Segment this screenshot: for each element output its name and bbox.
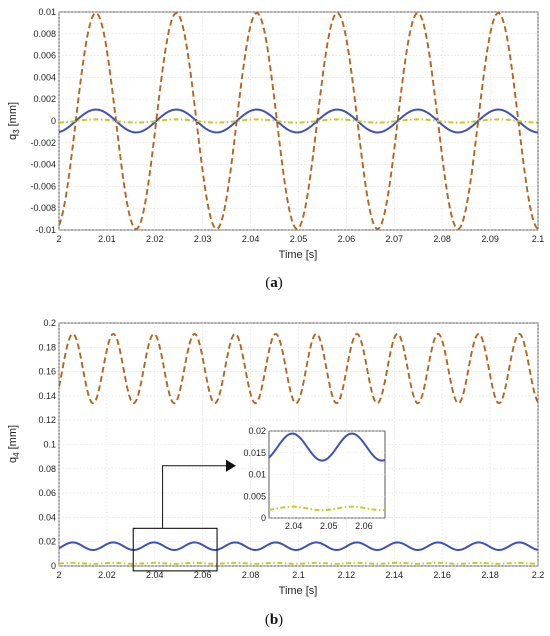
zoom-highlight-box — [132, 527, 218, 572]
inset-chart: 0 0.005 0.01 0.015 0.02 2.04 2.05 2.06 — [243, 426, 386, 531]
series-line — [59, 108, 538, 134]
y-tick-label: 0.005 — [243, 491, 266, 501]
y-tick-label: 0.01 — [38, 7, 56, 17]
series-group-a — [59, 12, 538, 230]
y-tick-label: 0.02 — [38, 537, 56, 547]
y-tick-label: 0.04 — [38, 512, 56, 522]
x-tick-label: 2.05 — [290, 234, 308, 244]
x-tick-label: 2.1 — [532, 234, 545, 244]
series-line — [59, 561, 538, 565]
x-tick-label: 2.04 — [285, 521, 303, 531]
x-tick-label: 2.07 — [386, 234, 404, 244]
x-tick-label: 2 — [56, 570, 61, 580]
x-tick-label: 2.02 — [146, 234, 164, 244]
x-tick-label: 2.12 — [338, 570, 356, 580]
y-tick-label: 0.008 — [33, 29, 56, 39]
x-tick-label: 2.06 — [355, 521, 373, 531]
x-tick-label: 2.04 — [146, 570, 164, 580]
x-tick-labels-b: 2 2.02 2.04 2.06 2.08 2.1 2.12 2.14 2.16 2.18 2.2 — [56, 570, 544, 580]
x-tick-label: 2.09 — [481, 234, 499, 244]
y-tick-label: -0.008 — [30, 203, 56, 213]
y-tick-label: 0.2 — [43, 318, 56, 328]
inset-x-tick-labels: 2.04 2.05 2.06 — [285, 521, 373, 531]
x-tick-label: 2.03 — [194, 234, 212, 244]
x-tick-label: 2.02 — [98, 570, 116, 580]
y-tick-label: 0.002 — [33, 94, 56, 104]
chart-b: 00.020.040.060.080.10.120.140.160.180.2 … — [7, 318, 544, 628]
series-line — [269, 432, 385, 462]
y-tick-label: 0.02 — [248, 426, 266, 436]
y-tick-label: 0 — [51, 116, 56, 126]
y-tick-label: 0.16 — [38, 367, 56, 377]
x-tick-label: 2.2 — [532, 570, 545, 580]
y-tick-label: 0.12 — [38, 415, 56, 425]
y-tick-label: 0.06 — [38, 488, 56, 498]
x-tick-label: 2.06 — [194, 570, 212, 580]
x-tick-label: 2.01 — [98, 234, 116, 244]
y-tick-labels-a: -0.01 -0.008 -0.006 -0.004 -0.002 0 0.002 0.004… — [30, 7, 56, 235]
y-tick-label: -0.006 — [30, 181, 56, 191]
x-tick-label: 2.18 — [481, 570, 499, 580]
x-tick-label: 2.04 — [242, 234, 260, 244]
series-line — [59, 332, 538, 405]
x-tick-label: 2 — [56, 234, 61, 244]
inset-y-tick-labels: 0 0.005 0.01 0.015 0.02 — [243, 426, 266, 523]
zoom-arrowhead — [226, 459, 236, 472]
zoom-indicator — [132, 459, 236, 572]
y-tick-label: 0.14 — [38, 391, 56, 401]
inset-series-group — [269, 432, 385, 512]
y-tick-labels-b: 0 0.02 0.04 0.06 0.08 0.1 0.12 0.14 0.16 0.18 0.2 — [38, 318, 56, 571]
y-tick-label: -0.002 — [30, 138, 56, 148]
x-tick-label: 2.16 — [433, 570, 451, 580]
y-tick-label: 0.01 — [248, 470, 266, 480]
y-tick-label: 0.006 — [33, 51, 56, 61]
chart-a: -0.01 -0.008 -0.006 -0.004 -0.002 0 0.002 0.004… — [7, 7, 544, 291]
caption-a: (a) — [265, 275, 283, 291]
x-axis-label-b: Time [s] — [279, 585, 318, 597]
x-axis-label-a: Time [s] — [279, 249, 318, 261]
series-line — [269, 505, 385, 512]
series-line — [59, 541, 538, 551]
x-tick-label: 2.14 — [386, 570, 404, 580]
y-tick-label: 0.18 — [38, 342, 56, 352]
y-tick-label: -0.01 — [35, 225, 56, 235]
y-tick-label: 0.004 — [33, 72, 56, 82]
caption-b: (b) — [265, 612, 283, 628]
y-axis-label-b: q4 [mm] — [7, 425, 21, 463]
y-tick-label: -0.004 — [30, 160, 56, 170]
y-tick-label: 0.1 — [43, 440, 56, 450]
x-tick-label: 2.08 — [433, 234, 451, 244]
zoom-connector-line — [162, 465, 228, 529]
x-tick-labels-a: 2 2.01 2.02 2.03 2.04 2.05 2.06 2.07 2.08 2.09 2.1 — [56, 234, 544, 244]
y-tick-label: 0.08 — [38, 464, 56, 474]
y-axis-label-a: q3 [mm] — [7, 102, 21, 140]
x-tick-label: 2.08 — [242, 570, 260, 580]
series-line — [59, 12, 538, 230]
x-tick-label: 2.05 — [320, 521, 338, 531]
y-tick-label: 0 — [51, 561, 56, 571]
x-tick-label: 2.1 — [292, 570, 305, 580]
series-group-b — [59, 332, 538, 565]
x-tick-label: 2.06 — [338, 234, 356, 244]
y-tick-label: 0 — [261, 513, 266, 523]
y-tick-label: 0.015 — [243, 448, 266, 458]
inset-grid — [269, 430, 385, 519]
